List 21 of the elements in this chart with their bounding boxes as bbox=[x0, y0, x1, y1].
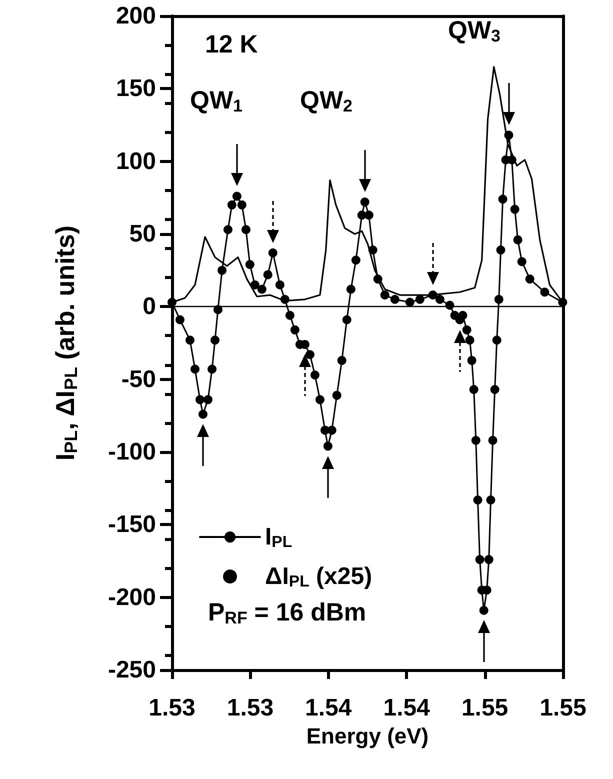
x-tick-label: 1.55 bbox=[461, 694, 508, 722]
y-tick-label: 0 bbox=[142, 293, 156, 320]
legend-label: IPL bbox=[265, 524, 292, 551]
y-tick-label: 150 bbox=[116, 75, 156, 102]
x-tick-label: 1.53 bbox=[148, 694, 196, 722]
x-tick-label: 1.53 bbox=[226, 694, 274, 722]
x-axis-title: Energy (eV) bbox=[306, 724, 429, 748]
legend-label: ΔIPL (x25) bbox=[265, 563, 372, 590]
y-tick-label: 100 bbox=[116, 148, 156, 175]
x-tick-label: 1.55 bbox=[540, 694, 586, 722]
y-tick-label: -250 bbox=[108, 656, 156, 684]
x-tick-label: 1.54 bbox=[383, 694, 431, 722]
y-tick-label: -100 bbox=[108, 438, 156, 466]
y-tick-label: -150 bbox=[108, 511, 156, 538]
annotation: 12 K bbox=[205, 30, 258, 58]
x-tick-label: 1.54 bbox=[305, 694, 352, 722]
y-tick-label: 200 bbox=[116, 2, 156, 30]
y-tick-label: 50 bbox=[129, 220, 156, 248]
y-tick-label: -50 bbox=[121, 366, 156, 393]
y-tick-label: -200 bbox=[108, 584, 156, 611]
y-axis-title: IPL, ΔIPL (arb. units) bbox=[50, 225, 81, 461]
